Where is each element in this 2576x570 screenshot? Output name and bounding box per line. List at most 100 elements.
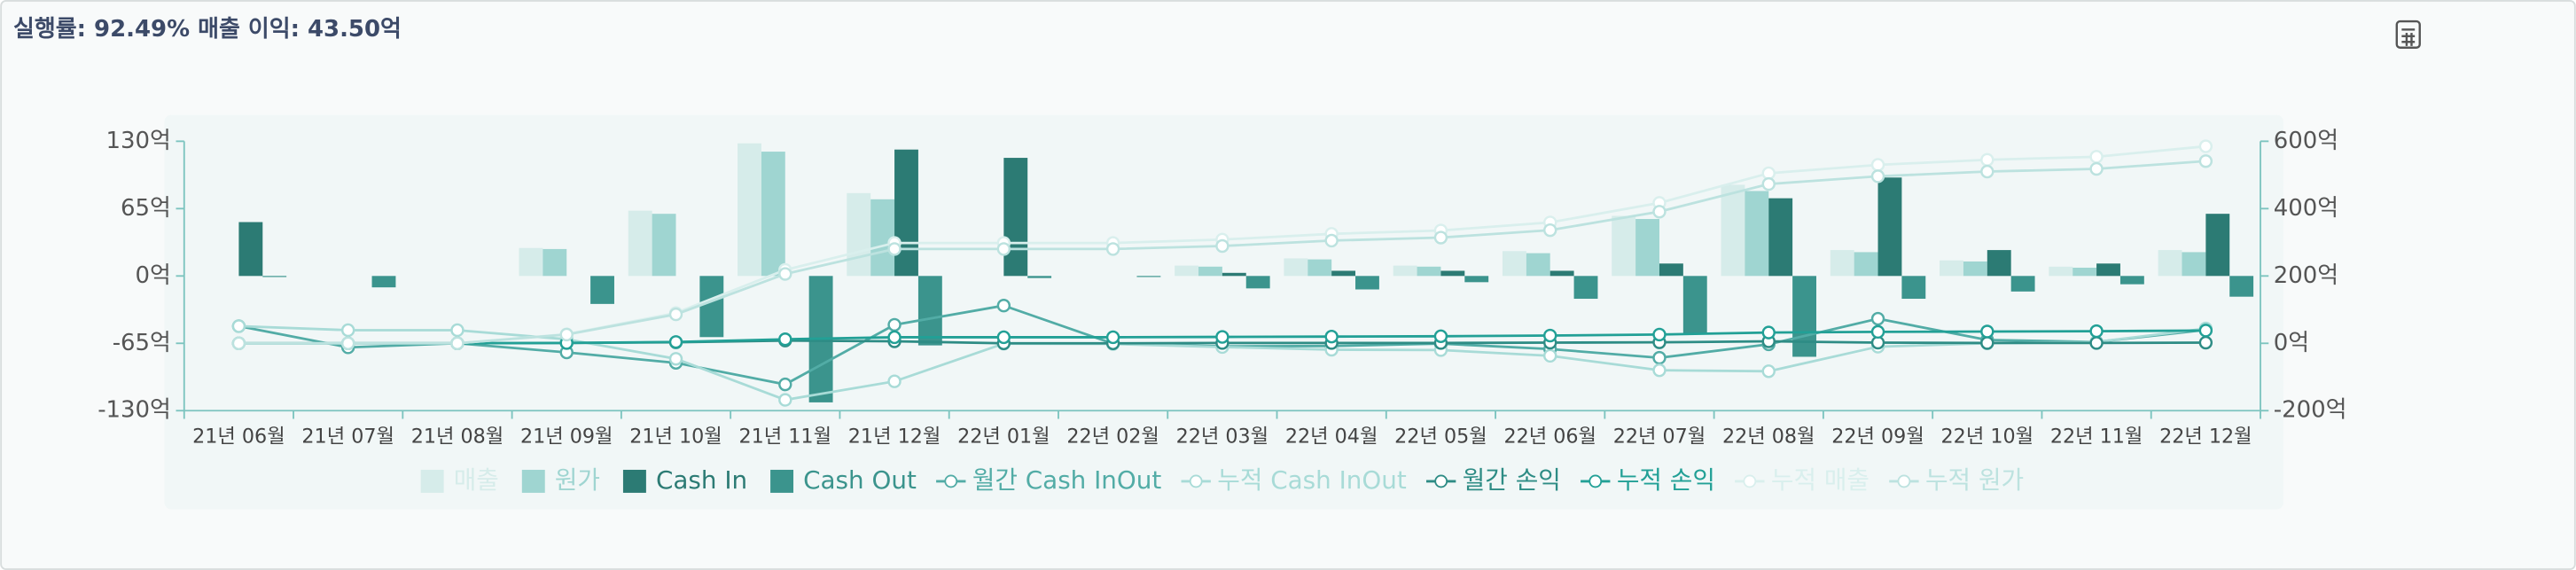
bar [1987,250,2011,277]
bar [1526,253,1550,277]
line-point [2089,336,2104,350]
legend-label: 누적 매출 [1771,465,1870,495]
line-point [778,267,792,281]
legend-item[interactable]: Cash In [622,465,747,495]
line-point [1543,348,1557,363]
legend-item[interactable]: Cash Out [770,465,917,495]
line-point [1761,176,1776,191]
bar [2073,267,2097,277]
line-point [1761,364,1776,379]
legend-item[interactable]: 누적 손익 [1581,465,1715,495]
line-point [996,242,1011,256]
legend-item[interactable]: 누적 Cash InOut [1181,465,1407,495]
x-tick-label: 22년 06월 [1503,425,1596,448]
line-point [2198,139,2213,153]
line-point [1652,350,1667,365]
x-tick-label: 21년 07월 [301,425,394,448]
line-point [778,393,792,407]
bar [1027,276,1052,278]
bar [1635,219,1659,277]
line-point [2089,150,2104,164]
line-point [996,299,1011,313]
line-point [1215,330,1229,344]
legend-swatch [944,474,958,488]
line-point [2198,335,2213,350]
bar [2182,252,2206,277]
bar [1659,263,1683,277]
legend: 매출 원가 Cash In Cash Out 월간 Cash InOut 누적 Cash … [420,465,2024,495]
legend-swatch [1434,474,1448,488]
line-point [668,307,683,322]
x-tick-label: 22년 02월 [1066,425,1159,448]
bar [917,276,942,346]
bar [628,210,652,277]
bar [1768,198,1793,277]
legend-swatch [1897,474,1911,488]
bar [1721,184,1745,277]
legend-swatch [1743,474,1757,488]
legend-swatch [1589,474,1603,488]
bar [1792,276,1816,357]
line-point [2089,324,2104,339]
x-tick-label: 21년 09월 [520,425,613,448]
legend-item[interactable]: 누적 원가 [1889,465,2024,495]
bar [262,276,287,277]
line-point [668,352,683,366]
x-tick-label: 22년 10월 [1941,425,2034,448]
calculator-icon[interactable] [2395,20,2421,49]
y-tick-label: 0억 [136,262,171,289]
bar [1331,270,1356,277]
y-tick-label: 130억 [106,128,171,154]
legend-item[interactable]: 월간 손익 [1425,465,1561,495]
line-point [1105,330,1120,345]
bar [1003,158,1028,277]
line-point [1652,327,1667,342]
bar [238,222,263,277]
y2-tick-label: 200억 [2274,262,2338,289]
legend-swatch [420,469,444,493]
bar [1901,276,1926,300]
bar [2049,266,2073,277]
x-tick-label: 21년 10월 [629,425,722,448]
x-tick-label: 22년 05월 [1394,425,1487,448]
bar [1464,276,1489,283]
bar [1136,276,1161,277]
bar [1502,251,1526,277]
x-tick-label: 22년 09월 [1831,425,1924,448]
legend-label: Cash In [656,465,747,495]
bar [1198,266,1222,277]
bar [590,276,614,304]
line-point [1215,238,1229,254]
x-tick-label: 21년 11월 [739,425,832,448]
bar [2158,250,2182,277]
bar [1682,276,1707,333]
legend-item[interactable]: 누적 매출 [1735,465,1870,495]
legend-item[interactable]: 매출 [420,465,499,495]
bar [1355,276,1379,290]
line-point [887,374,902,388]
line-point [778,377,792,392]
bar [1440,270,1465,277]
line-point [340,336,355,350]
line-point [1980,324,1994,339]
bar [1612,215,1636,277]
x-tick-label: 21년 06월 [192,425,285,448]
legend-item[interactable]: 원가 [521,465,600,495]
y-tick-label: -130억 [98,397,171,424]
bar [1573,276,1598,300]
line-point [887,330,902,345]
x-tick-label: 22년 01월 [957,425,1050,448]
legend-swatch [1189,474,1203,488]
bar [2229,276,2254,297]
legend-item[interactable]: 월간 Cash InOut [936,465,1161,495]
bar [1393,265,1417,277]
x-tick-label: 21년 12월 [848,425,941,448]
x-tick-label: 22년 04월 [1285,425,1378,448]
line-point [231,319,246,333]
legend-swatch [770,469,794,493]
bar [652,214,676,277]
bar [1308,259,1332,277]
bar [1175,265,1199,277]
line-point [450,336,464,350]
